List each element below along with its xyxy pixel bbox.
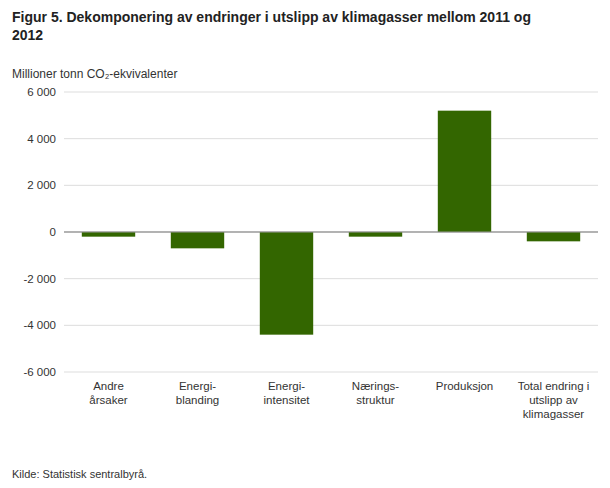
y-tick-label: 2 000 [27, 179, 56, 191]
x-tick-label: Total endring iutslipp avklimagasser [518, 380, 590, 420]
bar [527, 232, 580, 241]
bar [171, 232, 224, 248]
bar [82, 232, 135, 237]
bar [260, 232, 313, 335]
chart: Figur 5. Dekomponering av endringer i ut… [0, 0, 610, 488]
grid-line [64, 372, 598, 373]
y-tick-label: -2 000 [23, 273, 56, 285]
x-tick-label: Energi-blanding [176, 380, 219, 406]
y-axis-label: Millioner tonn CO₂-ekvivalenter [12, 67, 177, 81]
bar [438, 111, 491, 232]
zero-line [64, 232, 598, 233]
y-tick-label: 6 000 [27, 86, 56, 98]
grid-line [64, 325, 598, 326]
bars [82, 111, 580, 335]
grid-line [64, 185, 598, 186]
grid-line [64, 278, 598, 279]
x-tick-label: Energi-intensitet [263, 380, 310, 406]
y-tick-label: 4 000 [27, 133, 56, 145]
zero-line [64, 232, 598, 233]
y-tick-label: -4 000 [23, 319, 56, 331]
source: Kilde: Statistisk sentralbyrå. [12, 468, 147, 480]
y-tick-label: 0 [50, 226, 56, 238]
grid [64, 92, 598, 372]
grid-line [64, 92, 598, 93]
grid-line [64, 138, 598, 139]
title: Figur 5. Dekomponering av endringer i ut… [12, 9, 531, 43]
x-tick-label: Produksjon [436, 380, 494, 392]
x-tick-label: Andreårsaker [89, 380, 128, 406]
bar [349, 232, 402, 237]
x-tick-label: Nærings-struktur [352, 380, 399, 406]
y-tick-label: -6 000 [23, 366, 56, 378]
